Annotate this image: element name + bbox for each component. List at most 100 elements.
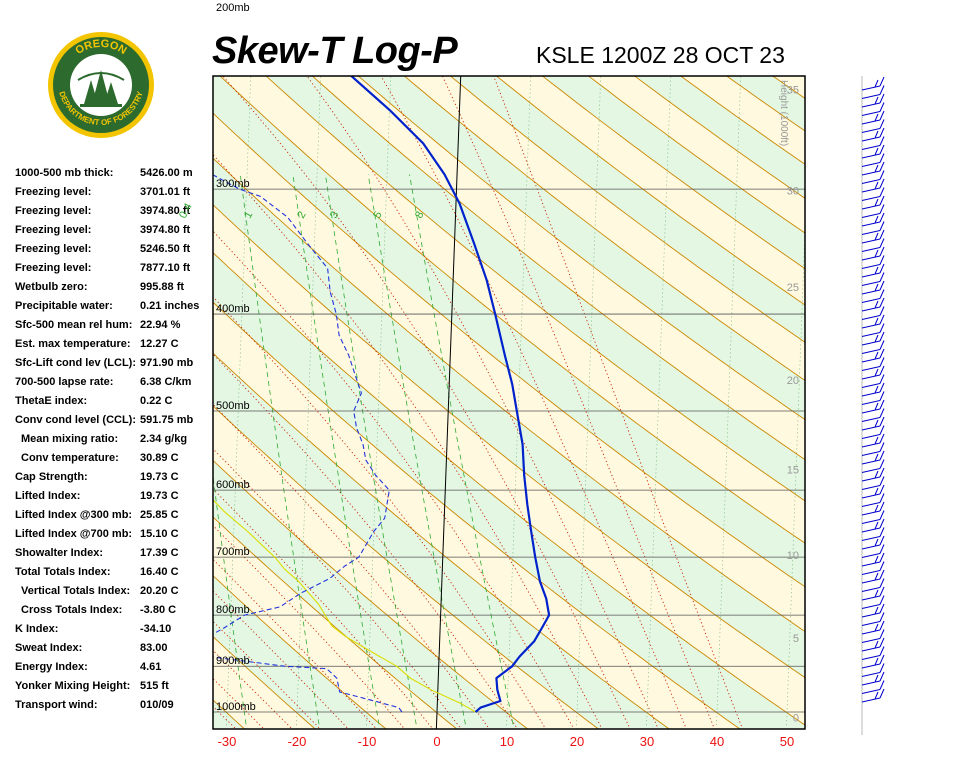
- index-value: 4.61: [140, 661, 162, 673]
- wind-barb-flag: [879, 272, 885, 282]
- index-value: 971.90 mb: [140, 357, 194, 369]
- adiabat-band: [312, 76, 805, 460]
- x-tick-label: -20: [288, 734, 307, 749]
- wind-barb-flag: [874, 623, 879, 632]
- wind-barb-flag: [874, 215, 879, 224]
- tree-icon: [77, 70, 125, 107]
- wind-barb-flag: [879, 161, 885, 172]
- profiles: [213, 76, 551, 713]
- adiabat-band: [450, 76, 805, 343]
- wind-barb-flag: [879, 170, 885, 180]
- mixing-ratio-line: [409, 174, 515, 729]
- wind-barb-flag: [874, 79, 879, 88]
- wind-barb-flag: [879, 178, 885, 189]
- adiabat-band: [0, 67, 107, 733]
- wind-barb-staff: [861, 255, 881, 261]
- wind-barb-flag: [874, 232, 879, 241]
- wind-barb-flag: [879, 416, 885, 427]
- dry-adiabat: [898, 67, 960, 733]
- adiabat-band: [806, 67, 960, 733]
- dry-adiabat: [219, 76, 805, 544]
- wind-barb-flag: [879, 331, 885, 342]
- zero-isotherm-line: [435, 76, 462, 729]
- pressure-label: 200mb: [216, 2, 250, 14]
- index-label: Mean mixing ratio:: [21, 433, 119, 445]
- x-tick-label: 0: [433, 734, 440, 749]
- wind-barb-flag: [874, 164, 879, 173]
- wind-barb-staff: [861, 604, 881, 609]
- index-value: 2.34 g/kg: [140, 433, 188, 445]
- index-label: Showalter Index:: [15, 547, 104, 559]
- wind-barb-flag: [879, 212, 885, 223]
- wind-barb-flag: [879, 85, 885, 95]
- adiabat-band: [213, 575, 387, 729]
- mixing-ratio-label: 5: [371, 209, 384, 220]
- dry-adiabat: [213, 204, 805, 679]
- index-value: 515 ft: [140, 680, 169, 692]
- wind-barb-staff: [861, 553, 881, 558]
- pressure-label: 400mb: [216, 303, 250, 315]
- mixing-ratio-line: [292, 174, 381, 729]
- index-label: Lifted Index @300 mb:: [15, 509, 133, 521]
- index-label: Vertical Totals Index:: [21, 585, 131, 597]
- height-tick-label: 10: [787, 550, 799, 562]
- station-time-label: KSLE 1200Z 28 OCT 23: [536, 42, 785, 68]
- wind-barb-flag: [879, 102, 885, 112]
- wind-barbs: [861, 76, 885, 735]
- wind-barb-staff: [861, 332, 881, 337]
- wind-barb-flag: [874, 266, 879, 275]
- index-label: Lifted Index:: [15, 490, 81, 502]
- wind-barb-flag: [879, 552, 885, 563]
- index-value: 30.89 C: [140, 452, 179, 464]
- index-value: 5246.50 ft: [140, 243, 191, 255]
- wind-barb-flag: [879, 204, 885, 214]
- index-value: -3.80 C: [140, 604, 177, 616]
- wind-barb-flag: [879, 680, 885, 690]
- wind-barb-staff: [861, 102, 881, 108]
- moist-adiabat: [213, 448, 462, 729]
- index-label: Precipitable water:: [15, 300, 113, 312]
- height-tick-label: 5: [793, 633, 799, 645]
- wind-barb-flag: [879, 637, 885, 648]
- index-value: 12.27 C: [140, 338, 179, 350]
- dry-adiabat: [495, 76, 805, 306]
- wind-barb-staff: [861, 663, 881, 669]
- index-label: Sweat Index:: [15, 642, 83, 654]
- wind-barb-flag: [879, 187, 885, 197]
- index-value: 17.39 C: [140, 547, 179, 559]
- index-label: Cap Strength:: [15, 471, 88, 483]
- wind-barb-staff: [861, 272, 881, 278]
- height-tick-label: 20: [787, 375, 799, 387]
- dry-adiabat: [403, 76, 805, 381]
- adiabat-band: [213, 76, 805, 587]
- wind-barb-flag: [874, 351, 879, 360]
- index-value: 83.00: [140, 642, 168, 654]
- wind-barb-staff: [861, 519, 881, 524]
- wind-barb-flag: [879, 663, 885, 673]
- dry-adiabat: [213, 252, 805, 726]
- dry-adiabat: [541, 76, 805, 270]
- wind-barb-staff: [861, 629, 881, 635]
- pressure-label: 1000mb: [216, 701, 256, 713]
- wind-barb-flag: [879, 195, 885, 206]
- index-value: 7877.10 ft: [140, 262, 191, 274]
- index-label: Freezing level:: [15, 205, 92, 217]
- wind-barb-flag: [874, 691, 879, 700]
- moist-adiabat: [213, 154, 603, 729]
- adiabat-band: [852, 67, 960, 733]
- wind-barb-staff: [861, 340, 881, 346]
- index-value: 19.73 C: [140, 471, 179, 483]
- wind-barb-staff: [861, 527, 881, 533]
- wind-barb-flag: [879, 688, 885, 699]
- wind-barb-flag: [879, 391, 885, 401]
- mixing-ratio-line: [325, 174, 418, 729]
- pressure-label: 300mb: [216, 178, 250, 190]
- moist-adiabat: [0, 74, 156, 734]
- wind-barb-flag: [879, 221, 885, 231]
- wind-barb-staff: [861, 323, 881, 329]
- wind-barb-flag: [874, 198, 879, 207]
- wind-barb-flag: [879, 399, 885, 410]
- wind-barb-flag: [874, 538, 879, 547]
- moist-adiabat: [213, 524, 406, 729]
